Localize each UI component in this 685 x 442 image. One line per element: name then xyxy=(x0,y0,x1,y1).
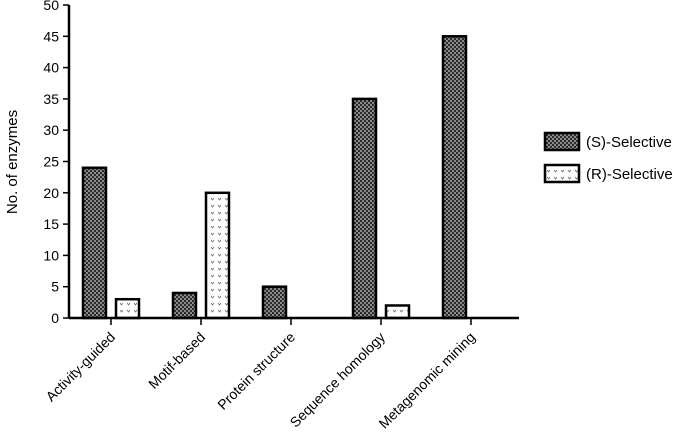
legend-label: (S)-Selective xyxy=(586,134,672,151)
x-axis-ticks: Activity-guided Motif-based Protein struct… xyxy=(42,318,478,431)
y-tick-label: 15 xyxy=(43,216,59,232)
x-tick-label: Sequence homology xyxy=(287,329,389,431)
legend: (S)-Selective (R)-Selective xyxy=(543,131,673,184)
x-tick-label: Motif-based xyxy=(145,329,208,392)
bar-r-selective-1 xyxy=(114,297,141,320)
y-tick-label: 30 xyxy=(43,122,59,138)
bars xyxy=(81,35,468,320)
legend-label: (R)-Selective xyxy=(586,166,673,183)
bar-r-selective-2 xyxy=(204,191,231,320)
y-tick-label: 10 xyxy=(43,247,59,263)
y-tick-label: 50 xyxy=(43,0,59,13)
bar-s-selective-5 xyxy=(441,35,468,320)
x-tick-label: Protein structure xyxy=(214,329,298,413)
y-tick-label: 35 xyxy=(43,91,59,107)
y-tick-label: 40 xyxy=(43,60,59,76)
legend-swatch-r-selective xyxy=(543,163,581,184)
y-tick-label: 20 xyxy=(43,185,59,201)
x-tick-label: Metagenomic mining xyxy=(375,329,478,432)
y-tick-label: 45 xyxy=(43,28,59,44)
y-tick-label: 0 xyxy=(51,310,59,326)
bar-s-selective-4 xyxy=(351,97,378,320)
bar-s-selective-3 xyxy=(261,285,288,320)
y-axis-title: No. of enzymes xyxy=(4,110,21,214)
legend-swatch-s-selective xyxy=(543,131,581,152)
y-axis-ticks: 0 5 10 15 20 25 30 35 40 45 50 xyxy=(43,0,69,326)
y-tick-label: 25 xyxy=(43,154,59,170)
x-tick-label: Activity-guided xyxy=(42,329,118,405)
y-tick-label: 5 xyxy=(51,279,59,295)
bar-s-selective-1 xyxy=(81,166,108,320)
bar-s-selective-2 xyxy=(171,291,198,320)
bar-r-selective-4 xyxy=(384,304,411,320)
